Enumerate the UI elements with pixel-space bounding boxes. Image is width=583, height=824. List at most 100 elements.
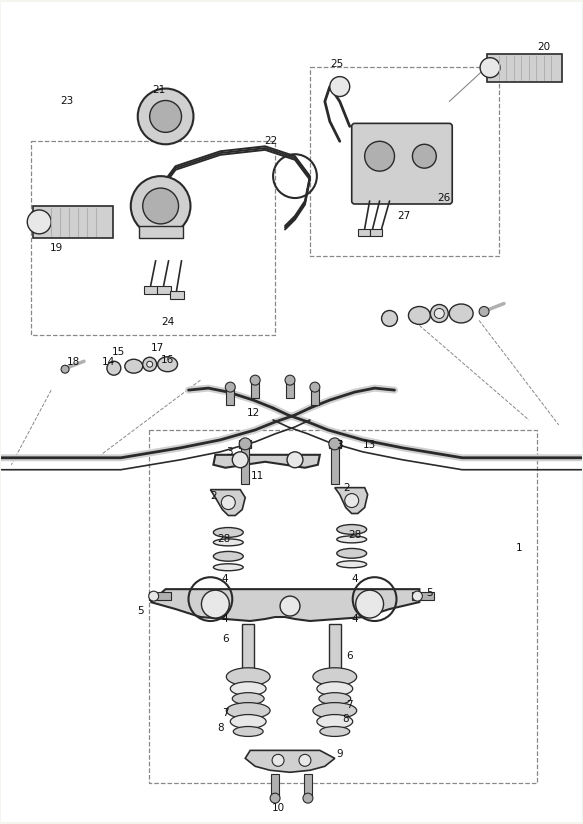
- Circle shape: [356, 590, 384, 618]
- Text: 26: 26: [438, 193, 451, 203]
- Bar: [304, 775, 312, 796]
- Text: 5: 5: [138, 606, 144, 616]
- Text: 28: 28: [217, 535, 231, 545]
- Text: 21: 21: [152, 85, 165, 95]
- Bar: [242, 624, 254, 669]
- Ellipse shape: [317, 714, 353, 728]
- Circle shape: [143, 188, 178, 224]
- Text: 4: 4: [221, 574, 227, 584]
- FancyBboxPatch shape: [352, 124, 452, 204]
- Bar: [170, 291, 184, 298]
- Text: 1: 1: [515, 543, 522, 554]
- Polygon shape: [245, 751, 335, 772]
- Ellipse shape: [313, 667, 357, 686]
- Ellipse shape: [449, 304, 473, 323]
- Bar: [31, 141, 275, 335]
- Text: 8: 8: [342, 714, 349, 723]
- Text: 3: 3: [336, 440, 343, 450]
- Text: 12: 12: [247, 408, 260, 418]
- Ellipse shape: [226, 703, 270, 719]
- Circle shape: [27, 210, 51, 234]
- Text: 20: 20: [537, 42, 550, 52]
- Text: 24: 24: [161, 317, 174, 327]
- Ellipse shape: [125, 359, 143, 373]
- Text: 16: 16: [161, 355, 174, 365]
- Circle shape: [232, 452, 248, 468]
- Circle shape: [239, 438, 251, 450]
- Circle shape: [225, 382, 236, 392]
- Ellipse shape: [319, 693, 351, 705]
- Circle shape: [131, 176, 191, 236]
- Text: 7: 7: [222, 708, 229, 718]
- Ellipse shape: [317, 681, 353, 695]
- Text: 3: 3: [226, 447, 233, 456]
- Circle shape: [107, 361, 121, 375]
- Circle shape: [287, 452, 303, 468]
- Circle shape: [299, 754, 311, 766]
- Bar: [311, 387, 319, 405]
- Bar: [149, 592, 171, 600]
- Circle shape: [149, 591, 159, 601]
- Bar: [251, 380, 259, 398]
- Bar: [286, 380, 294, 398]
- Circle shape: [479, 307, 489, 316]
- Text: 2: 2: [343, 483, 350, 493]
- Ellipse shape: [157, 357, 178, 372]
- Circle shape: [330, 77, 350, 96]
- Circle shape: [222, 495, 236, 509]
- Bar: [241, 442, 249, 484]
- Text: 6: 6: [346, 651, 353, 661]
- Text: 17: 17: [151, 344, 164, 353]
- Bar: [331, 442, 339, 484]
- Ellipse shape: [232, 693, 264, 705]
- Bar: [149, 430, 537, 784]
- Bar: [271, 775, 279, 796]
- Ellipse shape: [230, 714, 266, 728]
- Text: 27: 27: [397, 211, 410, 221]
- Bar: [329, 440, 341, 447]
- Text: 8: 8: [217, 723, 224, 733]
- Circle shape: [364, 141, 395, 171]
- Text: 13: 13: [363, 440, 376, 450]
- Circle shape: [412, 144, 436, 168]
- Text: 14: 14: [102, 358, 115, 368]
- Text: 22: 22: [265, 136, 278, 147]
- Text: 2: 2: [210, 490, 217, 501]
- Ellipse shape: [337, 536, 367, 543]
- Circle shape: [272, 754, 284, 766]
- Bar: [239, 440, 251, 447]
- Ellipse shape: [213, 527, 243, 537]
- Text: 23: 23: [61, 96, 73, 106]
- Text: 10: 10: [272, 803, 285, 813]
- Text: 4: 4: [221, 614, 227, 624]
- Circle shape: [143, 358, 157, 371]
- Circle shape: [270, 794, 280, 803]
- Circle shape: [285, 375, 295, 385]
- Ellipse shape: [213, 564, 243, 571]
- Circle shape: [381, 311, 398, 326]
- Ellipse shape: [226, 667, 270, 686]
- Bar: [329, 624, 341, 669]
- Polygon shape: [150, 589, 419, 621]
- Bar: [33, 206, 113, 238]
- Polygon shape: [210, 489, 245, 516]
- Circle shape: [345, 494, 359, 508]
- Ellipse shape: [233, 727, 263, 737]
- Circle shape: [150, 101, 181, 133]
- Circle shape: [480, 58, 500, 77]
- Circle shape: [61, 365, 69, 373]
- Ellipse shape: [213, 551, 243, 561]
- Bar: [143, 286, 157, 293]
- Polygon shape: [335, 488, 368, 513]
- Bar: [358, 229, 370, 236]
- Circle shape: [329, 438, 341, 450]
- Bar: [370, 229, 381, 236]
- Bar: [226, 387, 234, 405]
- Text: 4: 4: [352, 614, 358, 624]
- Ellipse shape: [337, 549, 367, 558]
- Bar: [412, 592, 434, 600]
- Circle shape: [138, 88, 194, 144]
- Ellipse shape: [320, 727, 350, 737]
- Text: 18: 18: [66, 358, 80, 368]
- Bar: [139, 226, 182, 238]
